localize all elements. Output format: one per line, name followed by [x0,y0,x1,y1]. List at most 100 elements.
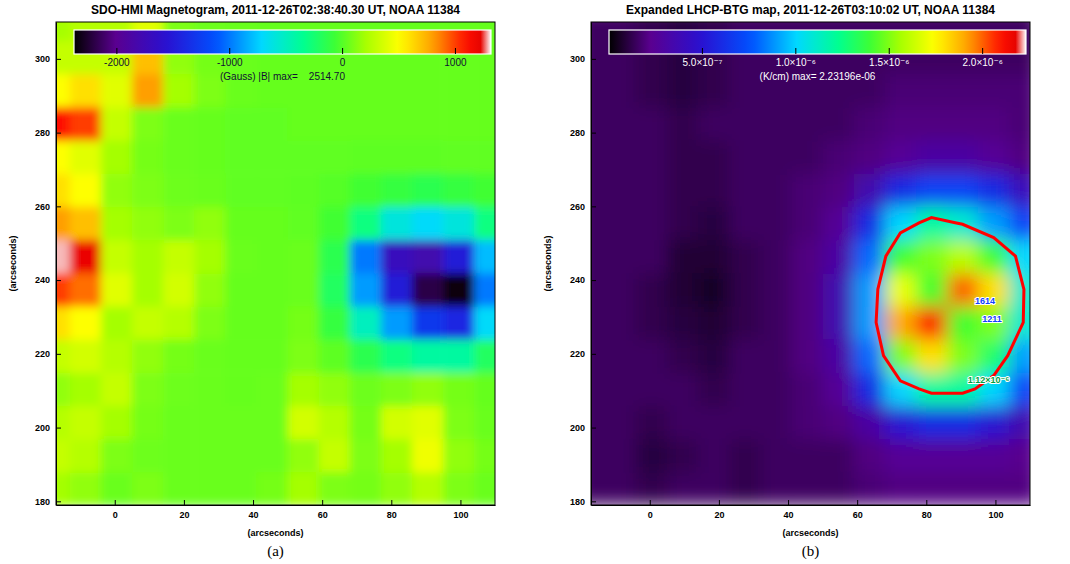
heatmap-cell [132,140,164,174]
heatmap-cell [1009,472,1030,505]
x-tick-mark [184,500,185,505]
heatmap-cell [319,206,351,240]
heatmap-cell [412,74,444,108]
heatmap-cell [474,472,495,505]
heatmap-cell [225,140,257,174]
heatmap-cell [256,273,288,307]
heatmap-cell [474,306,495,340]
heatmap-cell [667,273,699,307]
y-axis-line [591,23,592,506]
heatmap-cell [791,306,823,340]
heatmap-cell [636,439,668,473]
heatmap-cell [443,173,475,207]
heatmap-cell [698,405,730,439]
heatmap-cell [1009,306,1030,340]
heatmap-cell [947,140,979,174]
x-tick-mark [253,500,254,505]
y-tick: 200 [570,423,596,433]
heatmap-cell [885,306,917,340]
heatmap-cell [70,472,102,505]
heatmap-cell [729,439,761,473]
heatmap-cell [56,140,70,174]
heatmap-cell [947,173,979,207]
heatmap-cell [823,240,855,274]
heatmap-cell [56,107,70,141]
colorbar-tick [342,48,343,54]
heatmap-cell [916,74,948,108]
heatmap-cell [854,206,886,240]
heatmap-cell [854,173,886,207]
heatmap-cell [163,140,195,174]
x-tick: 20 [179,500,189,520]
heatmap-cell [978,173,1010,207]
x-tick-label: 20 [714,510,724,520]
heatmap-cell [947,339,979,373]
heatmap-cell [381,107,413,141]
heatmap-cell [194,140,226,174]
heatmap-cell [350,107,382,141]
x-tick: 40 [249,500,259,520]
heatmap-cell [823,472,855,505]
heatmap-cell [760,206,792,240]
heatmap-cell [443,372,475,406]
heatmap-cell [916,339,948,373]
heatmap-cell [885,140,917,174]
y-tick-mark [591,428,596,429]
heatmap-cell [791,206,823,240]
panel-caption: (a) [267,543,284,560]
heatmap-cell [885,107,917,141]
x-tick: 40 [784,500,794,520]
y-tick: 260 [570,202,596,212]
heatmap-cell [56,372,70,406]
heatmap-cell [474,339,495,373]
heatmap-cell [978,74,1010,108]
plot-area [56,22,495,505]
heatmap-cell [729,472,761,505]
y-tick: 240 [35,275,61,285]
heatmap-cell [823,439,855,473]
heatmap-cell [412,206,444,240]
heatmap-cell [350,439,382,473]
heatmap-cell [70,140,102,174]
x-tick-mark [719,500,720,505]
heatmap-cell [56,405,70,439]
y-tick: 240 [570,275,596,285]
heatmap-cell [319,140,351,174]
heatmap-cell [729,372,761,406]
heatmap-cell [729,405,761,439]
colorbar: -2000-100001000(Gauss) |B| max= 2514.70 [74,30,491,82]
heatmap-cell [101,306,133,340]
heatmap-cell [1009,206,1030,240]
colorbar-tick [116,48,117,54]
x-axis-line [57,505,496,506]
heatmap-cell [729,140,761,174]
y-tick-label: 220 [35,349,50,359]
heatmap-cell [667,240,699,274]
y-tick-mark [56,59,61,60]
heatmap-cell [319,405,351,439]
heatmap-cell [947,405,979,439]
heatmap-cell [56,173,70,207]
heatmap-cell [885,405,917,439]
annotation: 1.12×10⁻⁶ [968,375,1010,385]
heatmap-cell [591,107,605,141]
heatmap-cell [101,339,133,373]
heatmap-cell [978,472,1010,505]
heatmap-cell [823,206,855,240]
heatmap-cell [350,140,382,174]
heatmap-cell [381,339,413,373]
heatmap-cell [978,439,1010,473]
heatmap-cell [70,439,102,473]
heatmap-cell [823,173,855,207]
heatmap-cell [381,240,413,274]
x-tick: 60 [853,500,863,520]
heatmap-cell [916,306,948,340]
heatmap-cell [319,173,351,207]
heatmap-cell [163,439,195,473]
heatmap-cell [381,472,413,505]
heatmap-cell [256,206,288,240]
heatmap-cell [1009,107,1030,141]
heatmap-cell [947,107,979,141]
heatmap-cell [591,140,605,174]
heatmap-cell [132,206,164,240]
